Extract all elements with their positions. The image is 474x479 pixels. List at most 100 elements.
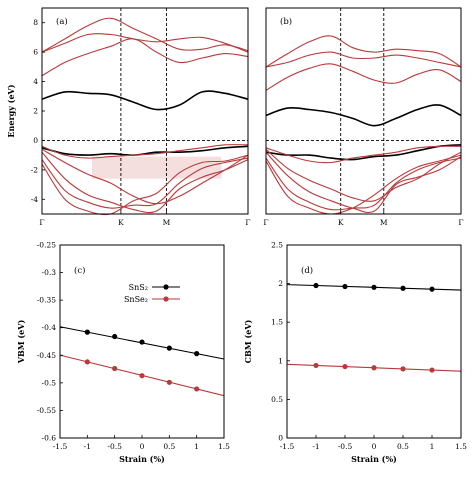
panel-b-frame	[265, 7, 462, 215]
x-tick-label: 1.5	[455, 442, 467, 451]
data-point	[84, 359, 90, 365]
data-point	[166, 345, 172, 351]
band-line-6	[41, 144, 249, 159]
panel-c-x-axis-label: Strain (%)	[119, 454, 165, 464]
x-tick-label: Γ	[245, 218, 250, 227]
band-line-5	[265, 144, 462, 161]
x-tick-label: 0	[140, 442, 145, 451]
x-tick-label: K	[118, 218, 124, 227]
data-point	[400, 285, 406, 291]
x-tick-label: -0.5	[107, 442, 122, 451]
x-tick-label: -0.5	[338, 442, 353, 451]
x-tick-label: -1.5	[53, 442, 68, 451]
band-line-10	[265, 154, 462, 215]
panel-b-band-structure: Γ K M Γ (b)	[263, 7, 464, 227]
x-tick-label: K	[338, 218, 344, 227]
data-point	[112, 365, 118, 372]
data-point	[194, 386, 200, 392]
panel-c-vbm-plot: -1.5 -1 -0.5 0 0.5 1 1.5 -0.6 -0.55 -0.5 -0.45 -0.4…	[16, 241, 230, 465]
y-tick-label: -0.55	[37, 406, 56, 415]
legend-marker	[163, 284, 169, 290]
band-line-8	[265, 151, 462, 214]
band-line-3	[41, 38, 249, 77]
band-line-7	[265, 148, 462, 202]
y-tick-label: 2	[278, 279, 283, 288]
y-tick-label: 0	[33, 136, 38, 145]
data-point	[139, 339, 145, 345]
data-point	[194, 351, 200, 357]
data-point	[371, 284, 377, 290]
x-tick-label: 1	[430, 442, 435, 451]
panel-b-label: (b)	[280, 16, 292, 27]
y-tick-label: 4	[33, 77, 38, 86]
band-line-2	[41, 33, 249, 53]
panel-d-x-axis-label: Strain (%)	[351, 454, 397, 464]
panel-d-y-axis-label: CBM (eV)	[243, 319, 253, 363]
x-tick-label: M	[380, 218, 388, 227]
panel-a-band-structure: Γ K M Γ -4 -2 0 2 4 6 8 (a) Energy (eV)	[6, 7, 251, 227]
data-point	[342, 363, 348, 370]
band-line-1	[41, 17, 249, 53]
data-point	[429, 286, 435, 292]
y-tick-label: -0.3	[42, 268, 57, 277]
band-line-2	[265, 51, 462, 68]
panel-a-shaded-region	[92, 156, 222, 179]
x-tick-label: Γ	[263, 218, 268, 227]
x-tick-label: 0.5	[163, 442, 175, 451]
x-tick-label: Γ	[39, 218, 44, 227]
band-line-7	[41, 148, 249, 205]
x-tick-label: 1.5	[218, 442, 230, 451]
y-tick-label: 0.5	[271, 395, 283, 404]
y-tick-label: 1.5	[271, 318, 283, 327]
data-point	[400, 366, 406, 372]
panel-a-y-axis-label: Energy (eV)	[6, 84, 16, 137]
x-tick-label: Γ	[458, 218, 463, 227]
y-tick-label: -0.6	[42, 434, 57, 443]
band-line-8	[41, 151, 249, 214]
y-tick-label: 2.5	[271, 241, 283, 250]
band-line-10	[41, 154, 249, 216]
band-line-4	[265, 104, 462, 127]
panel-d-cbm-plot: -1.5 -1 -0.5 0 0.5 1 1.5 0 0.5 1 1.5 2 2.5 (d) Strai…	[243, 241, 467, 465]
y-tick-label: 8	[33, 18, 38, 27]
band-line-4	[41, 90, 249, 111]
x-tick-label: M	[163, 218, 171, 227]
y-tick-label: 1	[278, 356, 283, 365]
x-tick-label: 1	[194, 442, 199, 451]
band-line-9	[265, 157, 462, 211]
data-point	[342, 283, 348, 290]
y-tick-label: 0	[278, 434, 283, 443]
y-tick-label: -2	[31, 165, 39, 174]
data-point	[313, 282, 319, 289]
x-tick-label: -1	[84, 442, 91, 451]
band-line-3	[265, 63, 462, 91]
x-tick-label: -1	[312, 442, 319, 451]
data-point	[139, 373, 145, 379]
panel-d-label: (d)	[301, 265, 313, 276]
data-point	[371, 365, 377, 371]
panel-c-legend: SnS₂ SnSe₂	[124, 283, 180, 304]
y-tick-label: 2	[33, 107, 38, 116]
y-tick-label: -4	[31, 195, 39, 204]
y-tick-label: -0.25	[37, 241, 56, 250]
panel-c-y-axis-label: VBM (eV)	[16, 320, 26, 365]
x-tick-label: -1.5	[280, 442, 295, 451]
data-point	[429, 367, 435, 373]
data-point	[84, 329, 90, 335]
y-tick-label: -0.4	[42, 323, 57, 332]
data-point	[313, 362, 319, 369]
y-tick-label: -0.35	[37, 296, 56, 305]
legend-label-sns2: SnS₂	[129, 283, 148, 292]
x-tick-label: 0	[372, 442, 377, 451]
panel-a-label: (a)	[56, 16, 68, 27]
band-line-5	[41, 145, 249, 156]
data-point	[112, 333, 118, 340]
legend-label-snse2: SnSe₂	[124, 295, 148, 304]
band-line-6	[265, 145, 462, 164]
y-tick-label: 6	[33, 48, 38, 57]
panel-c-label: (c)	[74, 265, 85, 276]
band-line-9	[41, 157, 249, 209]
legend-marker	[163, 296, 169, 302]
y-tick-label: -0.5	[42, 378, 57, 387]
